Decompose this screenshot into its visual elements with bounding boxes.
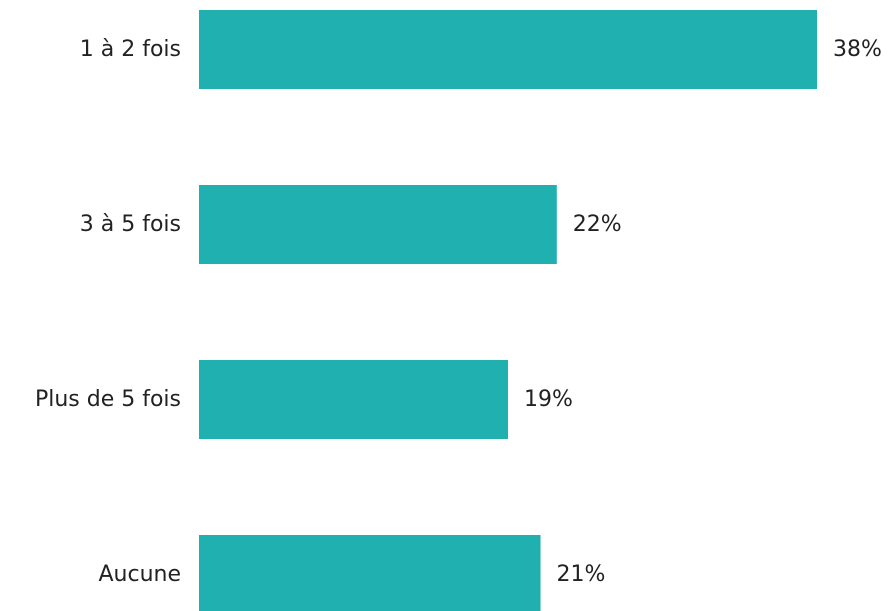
bar xyxy=(199,185,557,264)
bar xyxy=(199,10,817,89)
bar xyxy=(199,535,541,611)
value-label: 19% xyxy=(524,387,573,412)
category-label: 1 à 2 fois xyxy=(80,37,181,62)
category-labels-group: 1 à 2 fois 3 à 5 fois Plus de 5 fois Aucune xyxy=(35,37,181,587)
bars-group xyxy=(199,10,817,611)
value-labels-group: 38% 22% 19% 21% xyxy=(524,37,882,587)
bar xyxy=(199,360,508,439)
category-label: Plus de 5 fois xyxy=(35,387,181,412)
value-label: 22% xyxy=(573,212,622,237)
value-label: 21% xyxy=(557,562,606,587)
value-label: 38% xyxy=(833,37,882,62)
category-label: 3 à 5 fois xyxy=(80,212,181,237)
category-label: Aucune xyxy=(98,562,181,587)
